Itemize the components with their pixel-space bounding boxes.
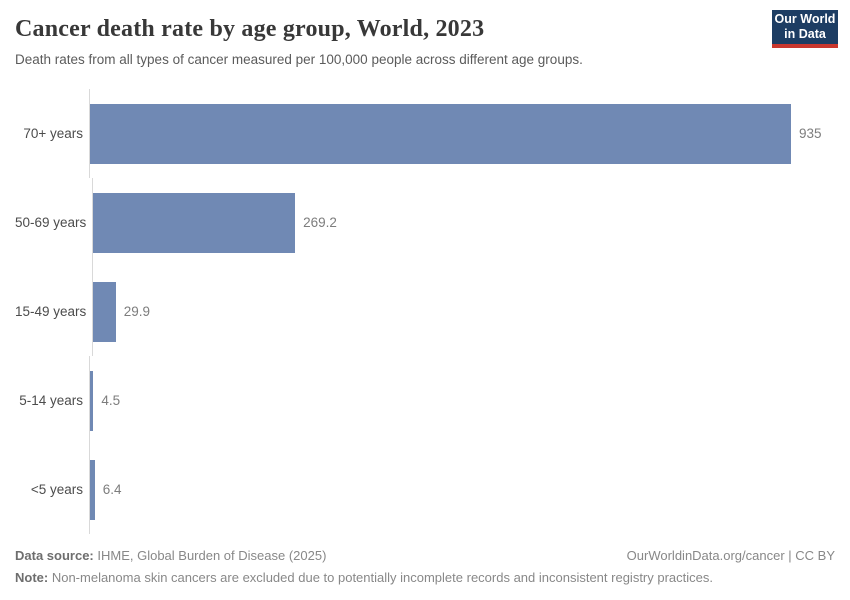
- value-label: 4.5: [101, 393, 121, 408]
- bar-area: 935: [89, 89, 835, 178]
- footer-line1: Data source: IHME, Global Burden of Dise…: [15, 546, 835, 565]
- chart-row: 50-69 years 269.2: [15, 178, 835, 267]
- bar-area: 4.5: [89, 356, 835, 445]
- header: Cancer death rate by age group, World, 2…: [15, 10, 838, 69]
- category-label: <5 years: [30, 482, 83, 497]
- bar-area: 6.4: [89, 445, 835, 534]
- attribution-link: OurWorldinData.org/cancer | CC BY: [626, 548, 835, 563]
- data-source-value: IHME, Global Burden of Disease (2025): [93, 548, 327, 563]
- chart-row: 5-14 years 4.5: [15, 356, 835, 445]
- chart-row: 70+ years 935: [15, 89, 835, 178]
- owid-logo-line1: Our World: [774, 12, 836, 26]
- value-label: 269.2: [303, 215, 337, 230]
- value-label: 935: [799, 126, 822, 141]
- bar[interactable]: [93, 192, 296, 253]
- category-label: 50-69 years: [15, 215, 87, 230]
- title-block: Cancer death rate by age group, World, 2…: [15, 14, 583, 69]
- owid-logo[interactable]: Our World in Data: [772, 10, 838, 48]
- value-label: 29.9: [123, 304, 150, 319]
- bar-chart: 70+ years 935 50-69 years 269.2 15-49 years 2…: [15, 89, 835, 534]
- note-label: Note:: [15, 570, 49, 585]
- category-label: 5-14 years: [19, 393, 83, 408]
- data-source-label: Data source:: [15, 548, 94, 563]
- bar[interactable]: [90, 103, 791, 164]
- note-value: Non-melanoma skin cancers are excluded d…: [48, 570, 713, 585]
- bar-area: 29.9: [92, 267, 835, 356]
- bar-area: 269.2: [92, 178, 835, 267]
- category-label: 15-49 years: [15, 304, 87, 319]
- footer-note: Note: Non-melanoma skin cancers are excl…: [15, 568, 835, 587]
- chart-row: <5 years 6.4: [15, 445, 835, 534]
- chart-row: 15-49 years 29.9: [15, 267, 835, 356]
- bar[interactable]: [90, 370, 94, 431]
- owid-logo-line2: in Data: [784, 27, 826, 41]
- value-label: 6.4: [102, 482, 122, 497]
- footer: Data source: IHME, Global Burden of Dise…: [15, 546, 835, 587]
- data-source: Data source: IHME, Global Burden of Dise…: [15, 546, 326, 565]
- category-label: 70+ years: [23, 126, 83, 141]
- bar[interactable]: [90, 459, 95, 520]
- chart-subtitle: Death rates from all types of cancer mea…: [15, 52, 583, 67]
- chart-title: Cancer death rate by age group, World, 2…: [15, 16, 485, 42]
- bar[interactable]: [93, 281, 116, 342]
